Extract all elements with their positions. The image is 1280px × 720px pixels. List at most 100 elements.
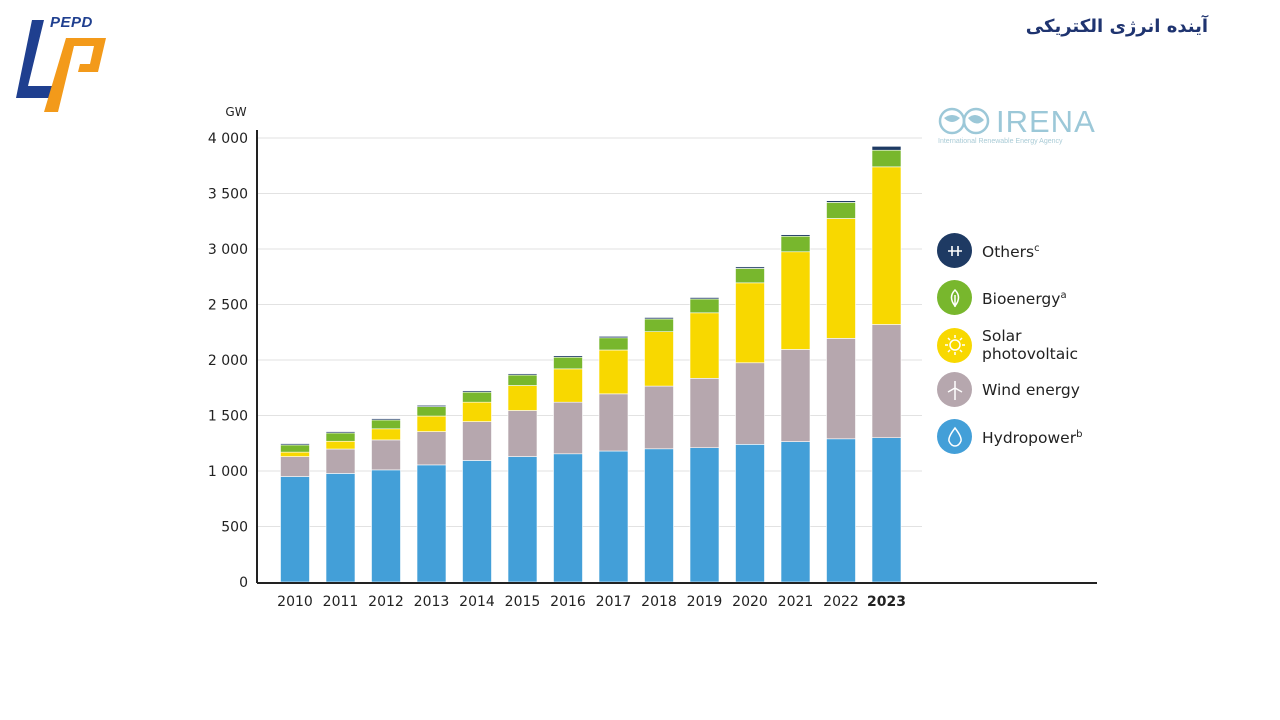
- bar-segment-wind: [871, 324, 902, 439]
- bar-segment-bioenergy: [416, 406, 447, 417]
- bar-segment-solar: [689, 312, 720, 379]
- sun-icon: [937, 327, 972, 363]
- legend-sup-hydropower: b: [1076, 428, 1083, 440]
- x-tick-label: 2012: [368, 594, 404, 610]
- bar-segment-bioenergy: [325, 432, 356, 442]
- legend-label-bioenergy: Bioenergy: [982, 290, 1061, 309]
- bar-segment-bioenergy: [507, 374, 538, 386]
- pepd-logo-text: PEPD: [50, 14, 93, 31]
- x-tick-label: 2017: [596, 594, 632, 610]
- bar-segment-wind: [780, 349, 811, 442]
- bar-segment-others: [462, 390, 492, 393]
- bar-segment-bioenergy: [735, 268, 765, 284]
- bar-segment-solar: [735, 282, 765, 364]
- y-tick-label: 1 000: [208, 464, 248, 480]
- bar-segment-bioenergy: [553, 356, 583, 370]
- bar-segment-wind: [507, 410, 538, 457]
- bar-segment-solar: [416, 415, 447, 432]
- x-tick-label: 2013: [414, 594, 450, 610]
- legend-label-others: Others: [982, 243, 1035, 262]
- bars: [280, 146, 902, 583]
- bar-segment-hydropower: [553, 453, 583, 583]
- axis-labels: 0 500 1 000 1 500 2 000 2 500 3 000 3 500 4 000 G…: [208, 105, 906, 610]
- bar-segment-hydropower: [689, 447, 720, 583]
- bar-segment-bioenergy: [780, 235, 811, 253]
- bar-segment-solar: [871, 166, 902, 325]
- bar-segment-hydropower: [507, 456, 538, 583]
- bar-segment-solar: [371, 428, 401, 441]
- bar-segment-others: [644, 317, 674, 320]
- bar-segment-hydropower: [871, 437, 902, 583]
- bar-segment-others: [553, 355, 583, 358]
- pepd-logo-mark: [16, 20, 106, 112]
- bar-segment-hydropower: [780, 441, 811, 583]
- x-tick-label: 2015: [505, 594, 541, 610]
- bar-segment-hydropower: [371, 469, 401, 583]
- x-tick-label: 2016: [550, 594, 586, 610]
- x-tick-label: 2011: [323, 594, 359, 610]
- bar-segment-others: [416, 404, 447, 407]
- bar-segment-others: [598, 336, 629, 339]
- slide-title: آینده انرژی الکتریکی: [1025, 16, 1208, 37]
- legend-item-wind: Wind energy: [937, 372, 1080, 407]
- y-tick-label: 500: [221, 520, 248, 536]
- bar-segment-hydropower: [826, 438, 856, 583]
- bar-segment-solar: [644, 331, 674, 387]
- bar-segment-solar: [280, 451, 310, 457]
- bar-segment-bioenergy: [371, 419, 401, 430]
- grid-lines: [257, 137, 922, 527]
- bar-segment-hydropower: [462, 460, 492, 583]
- bar-segment-others: [826, 200, 856, 203]
- bar-segment-wind: [462, 421, 492, 461]
- bar-segment-solar: [553, 368, 583, 403]
- irena-globe-icon: [938, 107, 990, 135]
- bar-segment-wind: [325, 448, 356, 474]
- legend-label-wind: Wind energy: [982, 380, 1080, 399]
- legend-sup-bioenergy: a: [1060, 289, 1067, 301]
- bar-segment-hydropower: [735, 444, 765, 583]
- bar-segment-others: [325, 431, 356, 434]
- bar-segment-wind: [598, 393, 629, 452]
- y-tick-label: 3 500: [208, 187, 248, 203]
- leaf-icon: [937, 280, 972, 315]
- axes: [256, 130, 1097, 584]
- bar-segment-wind: [826, 338, 856, 440]
- bar-segment-solar: [598, 349, 629, 395]
- bar-segment-solar: [826, 218, 856, 339]
- bar-segment-bioenergy: [826, 202, 856, 219]
- plus-cross-icon: [937, 233, 972, 268]
- bar-segment-solar: [507, 385, 538, 411]
- bar-segment-wind: [735, 362, 765, 445]
- wind-turbine-icon: [937, 372, 972, 407]
- bar-segment-bioenergy: [871, 149, 902, 168]
- x-tick-label: 2021: [778, 594, 814, 610]
- bar-segment-others: [689, 297, 720, 300]
- legend-label-solar: Solar photovoltaic: [982, 327, 1079, 363]
- bar-segment-hydropower: [644, 448, 674, 583]
- bar-segment-others: [371, 418, 401, 421]
- bar-segment-wind: [689, 378, 720, 448]
- x-tick-label: 2010: [277, 594, 313, 610]
- water-drop-icon: [937, 419, 972, 454]
- y-axis-unit-label: GW: [225, 105, 246, 119]
- x-tick-label: 2019: [687, 594, 723, 610]
- bar-segment-bioenergy: [644, 318, 674, 332]
- bar-segment-others: [507, 373, 538, 376]
- bar-segment-bioenergy: [462, 391, 492, 403]
- bar-segment-hydropower: [598, 450, 629, 583]
- legend-item-others: Othersc: [937, 233, 1040, 268]
- legend-item-bioenergy: Bioenergya: [937, 280, 1067, 315]
- irena-logo: IRENA International Renewable Energy Age…: [938, 104, 1108, 150]
- x-tick-label: 2018: [641, 594, 677, 610]
- bar-segment-hydropower: [325, 473, 356, 583]
- bar-segment-wind: [644, 385, 674, 450]
- pepd-logo: [14, 14, 114, 114]
- bar-segment-bioenergy: [598, 337, 629, 351]
- y-tick-label: 3 000: [208, 242, 248, 258]
- bar-segment-bioenergy: [280, 444, 310, 453]
- irena-name: IRENA: [996, 104, 1096, 139]
- bar-segment-others: [871, 146, 902, 151]
- bar-segment-solar: [462, 401, 492, 422]
- bar-segment-others: [780, 234, 811, 237]
